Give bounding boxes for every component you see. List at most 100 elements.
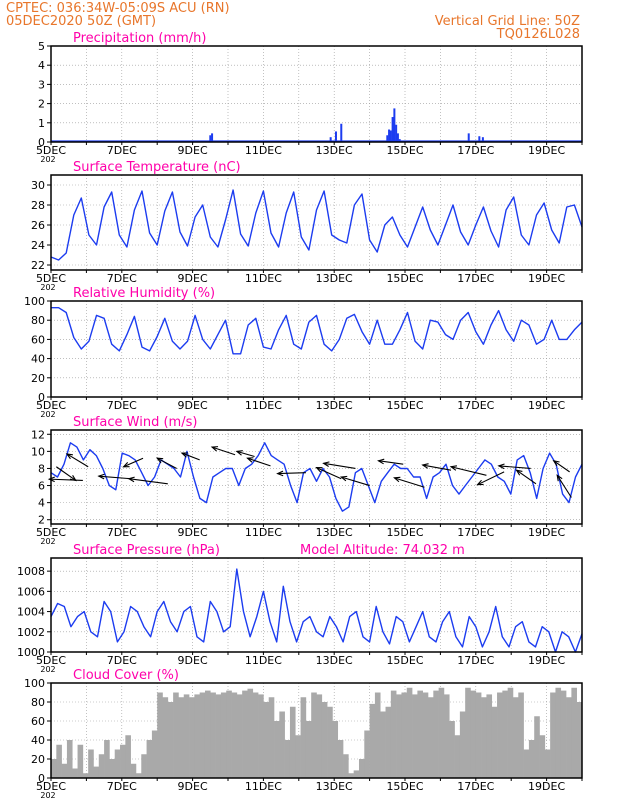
x-tick-label: 7DEC (107, 272, 137, 285)
wind-arrow-head (556, 474, 563, 482)
x-tick-label: 13DEC (316, 144, 353, 157)
panel-title: Relative Humidity (%) (73, 286, 215, 301)
wind-arrow (323, 462, 356, 469)
cloud-bar (82, 773, 89, 778)
cloud-bar (210, 692, 216, 778)
cloud-bar (220, 692, 227, 778)
wind-arrow-head (246, 457, 254, 463)
header-date: 05DEC2020 50Z (GMT) (6, 14, 156, 29)
x-year-label: 202 (40, 410, 55, 419)
cloud-bar (353, 770, 360, 778)
y-tick-label: 100 (24, 295, 45, 308)
cloud-bar (183, 694, 190, 778)
cloud-bar (343, 754, 349, 778)
cloud-bar (571, 687, 577, 778)
wind-arrow-head (235, 450, 243, 456)
y-tick-label: 100 (24, 677, 45, 690)
x-tick-label: 7DEC (107, 780, 137, 793)
cloud-bar (364, 730, 370, 778)
cloud-bar (475, 692, 482, 778)
panel-2: Surface Temperature (nC) 22 24 26 28 30 5DEC 7D… (31, 160, 583, 292)
cloud-bar (337, 740, 344, 778)
cloud-bar (380, 711, 386, 778)
y-tick-label: 1002 (17, 626, 45, 639)
wind-arrow (477, 471, 505, 486)
x-year-label: 202 (40, 283, 55, 292)
precip-bar (211, 133, 214, 142)
cloud-bar (258, 694, 264, 778)
header-code: TQ0126L028 (496, 27, 580, 42)
cloud-bar (539, 735, 546, 778)
y-tick-label: 30 (31, 179, 45, 192)
x-tick-label: 19DEC (528, 272, 565, 285)
cloud-bar (316, 694, 323, 778)
precip-bar (396, 133, 399, 142)
plot-frame (50, 45, 583, 143)
cloud-bar (470, 690, 477, 778)
x-tick-label: 9DEC (178, 780, 208, 793)
y-tick-label: 28 (31, 199, 45, 212)
panel-title: Surface Wind (m/s) (73, 415, 197, 430)
precip-bar (388, 129, 391, 142)
cloud-bar (268, 697, 275, 778)
cloud-bar (51, 759, 57, 778)
y-tick-label: 20 (31, 372, 45, 385)
plot-frame (50, 300, 583, 398)
cloud-bar (428, 697, 434, 778)
cloud-bar (422, 692, 429, 778)
cloud-bar (560, 690, 567, 778)
y-tick-label: 4 (38, 59, 45, 72)
x-tick-label: 11DEC (245, 144, 282, 157)
cloud-bar (321, 702, 328, 778)
x-tick-label: 9DEC (178, 272, 208, 285)
x-tick-label: 15DEC (386, 399, 423, 412)
precip-bar (467, 133, 470, 142)
x-tick-label: 5DEC (36, 144, 66, 157)
cloud-bar (497, 692, 503, 778)
y-tick-label: 5 (38, 40, 45, 53)
cloud-bar (135, 773, 142, 778)
grid (51, 430, 582, 524)
cloud-bar (300, 697, 307, 778)
wind-arrow (498, 465, 531, 470)
wind-arrow (211, 446, 236, 456)
cloud-bar (438, 687, 445, 778)
cloud-bar (523, 749, 530, 778)
cloud-bar (189, 697, 195, 778)
wind-arrow-head (476, 479, 484, 486)
cloud-bar (284, 740, 291, 778)
cloud-bar (327, 706, 333, 778)
y-tick-label: 20 (31, 753, 45, 766)
wind-arrows (47, 446, 572, 498)
header-grid-line: Vertical Grid Line: 50Z (435, 14, 580, 29)
cloud-bar (348, 773, 354, 778)
x-tick-label: 9DEC (178, 399, 208, 412)
x-tick-label: 7DEC (107, 399, 137, 412)
y-tick-label: 40 (31, 353, 45, 366)
y-tick-label: 40 (31, 734, 45, 747)
y-tick-label: 2 (38, 98, 45, 111)
precip-bar (395, 124, 398, 142)
wind-arrow-head (210, 446, 219, 452)
x-year-label: 202 (40, 537, 55, 546)
cloud-bar (151, 730, 158, 778)
cloud-bar (93, 766, 100, 778)
precip-bar (209, 135, 212, 142)
x-tick-label: 11DEC (245, 780, 282, 793)
plot-frame (50, 557, 583, 653)
cloud-bar (56, 744, 62, 778)
cloud-bar (125, 735, 131, 778)
cloud-bar (481, 697, 487, 778)
y-tick-label: 0 (38, 391, 45, 404)
y-tick-label: 10 (31, 445, 45, 458)
x-tick-label: 11DEC (245, 526, 282, 539)
precip-bar (340, 123, 343, 142)
cloud-bar (194, 694, 200, 778)
wind-arrow (66, 453, 89, 468)
wind-arrow-head (180, 452, 188, 458)
cloud-bar (295, 735, 301, 778)
y-tick-label: 1006 (17, 585, 45, 598)
x-tick-label: 13DEC (316, 399, 353, 412)
x-tick-label: 13DEC (316, 780, 353, 793)
y-tick-label: 12 (31, 428, 45, 441)
